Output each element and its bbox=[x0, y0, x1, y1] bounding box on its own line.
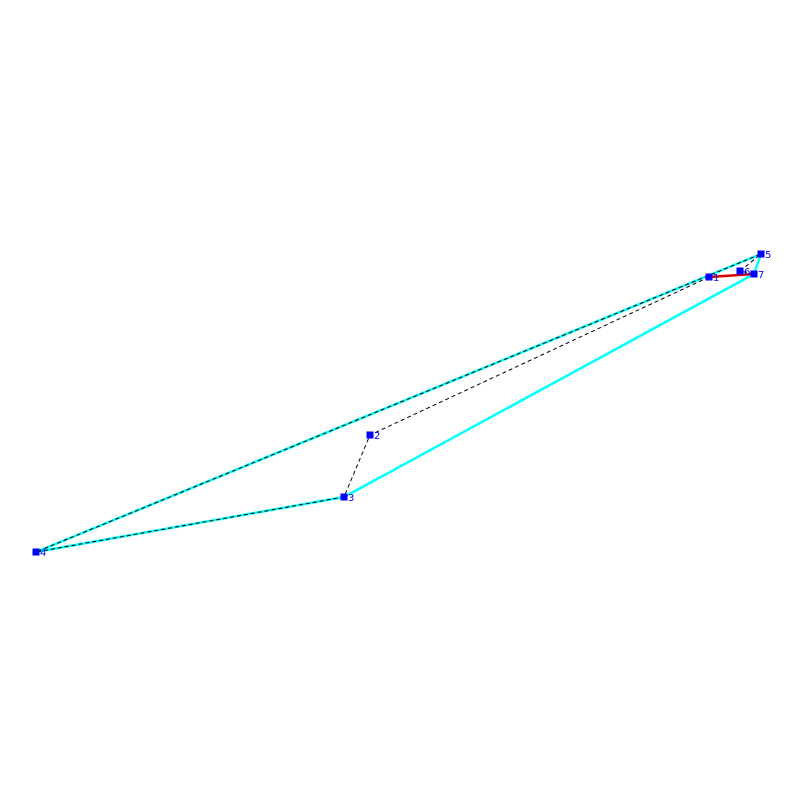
point-marker-3 bbox=[340, 493, 348, 501]
point-label-4: 4 bbox=[40, 548, 46, 559]
point-marker-5 bbox=[757, 250, 765, 258]
point-marker-6 bbox=[736, 267, 744, 275]
highlight-layer bbox=[708, 272, 755, 279]
point-label-6: 6 bbox=[744, 267, 750, 278]
point-label-2: 2 bbox=[374, 431, 380, 442]
points-layer: 1 2 3 4 5 6 7 bbox=[32, 250, 771, 559]
point-marker-4 bbox=[32, 548, 40, 556]
point-marker-2 bbox=[366, 431, 374, 439]
point-marker-7 bbox=[750, 270, 758, 278]
point-label-7: 7 bbox=[758, 270, 764, 281]
point-label-3: 3 bbox=[348, 493, 354, 504]
point-label-5: 5 bbox=[765, 250, 771, 261]
point-marker-1 bbox=[705, 273, 713, 281]
point-label-1: 1 bbox=[713, 273, 719, 284]
highlight-segment bbox=[708, 272, 755, 279]
